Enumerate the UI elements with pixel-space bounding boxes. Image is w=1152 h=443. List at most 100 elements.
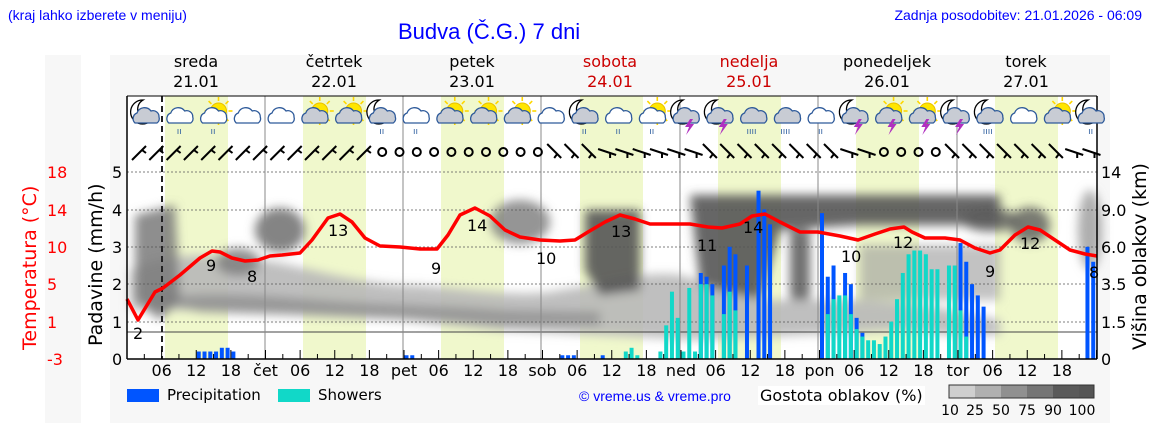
copyright-link[interactable]: © vreme.us & vreme.pro xyxy=(579,388,731,404)
precip-ticks: 5 4 3 2 1 0 xyxy=(112,163,122,369)
moon-thunder-icon xyxy=(703,99,734,135)
moon-thunder-icon xyxy=(940,99,971,135)
day-header-1: sreda 21.01 xyxy=(173,52,219,91)
svg-text:9: 9 xyxy=(431,259,441,278)
moon-thunder-icon xyxy=(670,99,701,135)
svg-text:11: 11 xyxy=(697,236,717,255)
cloud-icon xyxy=(267,107,295,124)
precipitation-bar xyxy=(975,295,980,359)
x-axis-label: ned xyxy=(666,361,696,380)
x-axis-label: 18 xyxy=(775,361,795,380)
precipitation-bar xyxy=(600,355,605,359)
wind-calm-icon xyxy=(913,147,924,157)
showers-bar xyxy=(871,340,876,359)
precipitation-bar xyxy=(958,243,963,359)
svg-text:5: 5 xyxy=(47,275,57,294)
wind-barb-icon xyxy=(1013,143,1030,159)
wind-barb-icon xyxy=(615,148,634,158)
page-title: Budva (Č.G.) 7 dni xyxy=(398,19,581,44)
x-axis-label: 18 xyxy=(221,361,241,380)
precipitation-bar xyxy=(571,355,576,359)
svg-text:10: 10 xyxy=(941,403,959,419)
x-axis-label: 18 xyxy=(1052,361,1072,380)
precipitation-bar xyxy=(964,261,969,359)
precipitation-bar xyxy=(762,209,767,359)
precipitation-bar xyxy=(721,265,726,359)
wind-barb-icon xyxy=(286,145,303,161)
wind-calm-icon xyxy=(411,147,422,157)
day-header-2: četrtek 22.01 xyxy=(305,52,363,91)
svg-text:14: 14 xyxy=(467,216,487,235)
svg-text:14: 14 xyxy=(47,201,67,220)
wind-barb-icon xyxy=(666,148,686,158)
svg-text:ıı: ıı xyxy=(379,127,384,137)
wind-calm-icon xyxy=(930,147,941,157)
showers-bar xyxy=(693,351,698,359)
wind-calm-icon xyxy=(532,147,543,157)
x-axis-label: 06 xyxy=(290,361,310,380)
wind-barb-icon xyxy=(996,143,1012,159)
svg-text:12: 12 xyxy=(1020,234,1040,253)
wind-barb-icon xyxy=(546,143,562,159)
cloud-light-rain-icon: ıı xyxy=(605,107,633,137)
svg-text:1.5: 1.5 xyxy=(1101,313,1126,332)
cloud-icon xyxy=(233,107,262,124)
wind-barb-icon xyxy=(978,143,995,159)
svg-text:0: 0 xyxy=(1101,350,1111,369)
wind-barb-icon xyxy=(788,143,805,159)
svg-text:0: 0 xyxy=(112,350,122,369)
precipitation-bar xyxy=(756,190,761,359)
showers-bar xyxy=(889,321,894,359)
wind-barb-icon xyxy=(338,145,355,161)
x-axis-label: 18 xyxy=(636,361,656,380)
showers-bar xyxy=(946,265,951,359)
precipitation-legend-label: Precipitation xyxy=(167,386,261,404)
wind-barb-icon xyxy=(944,143,960,159)
x-axis-label: pet xyxy=(391,361,417,380)
svg-text:75: 75 xyxy=(1018,403,1036,419)
wind-barb-icon xyxy=(581,143,597,159)
wind-calm-icon xyxy=(498,147,509,157)
wind-barb-icon xyxy=(131,145,147,161)
wind-barb-icon xyxy=(269,145,286,161)
showers-bar xyxy=(912,250,917,359)
wind-barb-icon xyxy=(839,148,859,158)
wind-calm-icon xyxy=(446,147,457,157)
wind-barb-icon xyxy=(684,148,703,158)
svg-text:ıı: ıı xyxy=(177,127,182,137)
showers-bar xyxy=(675,317,680,359)
wind-barb-icon xyxy=(1082,148,1101,158)
wind-barb-icon xyxy=(754,143,770,159)
showers-bar xyxy=(727,291,732,359)
wind-calm-icon xyxy=(481,147,491,157)
precipitation-bar xyxy=(820,213,824,359)
wind-calm-icon xyxy=(515,147,526,157)
wind-barb-icon xyxy=(823,143,839,159)
svg-text:ıııı: ıııı xyxy=(780,127,790,137)
cloud-icon xyxy=(537,107,565,124)
wind-calm-icon xyxy=(463,147,474,157)
wind-barb-icon xyxy=(597,148,617,158)
showers-bar xyxy=(635,355,640,359)
showers-bar xyxy=(923,254,928,359)
last-update: Zadnja posodobitev: 21.01.2026 - 06:09 xyxy=(894,7,1142,23)
wind-barb-icon xyxy=(1064,148,1084,158)
x-axis-label: 06 xyxy=(705,361,725,380)
wind-calm-icon xyxy=(394,147,405,157)
showers-bar xyxy=(952,265,957,359)
wind-barb-icon xyxy=(321,145,338,161)
cloud-height-ticks: 14 9.0 6.0 3.5 1.5 0 xyxy=(1101,163,1126,369)
svg-text:50: 50 xyxy=(992,403,1010,419)
svg-text:ıı: ıı xyxy=(818,127,823,137)
precipitation-bar xyxy=(970,284,975,359)
svg-text:13: 13 xyxy=(611,222,631,241)
showers-bar xyxy=(843,295,848,359)
wind-calm-icon xyxy=(896,147,907,157)
showers-bar xyxy=(877,344,882,359)
sun-thunder-icon xyxy=(908,97,942,135)
svg-text:4: 4 xyxy=(112,201,122,220)
svg-text:1: 1 xyxy=(47,313,57,332)
svg-text:2: 2 xyxy=(133,324,143,343)
svg-text:12: 12 xyxy=(893,233,913,252)
